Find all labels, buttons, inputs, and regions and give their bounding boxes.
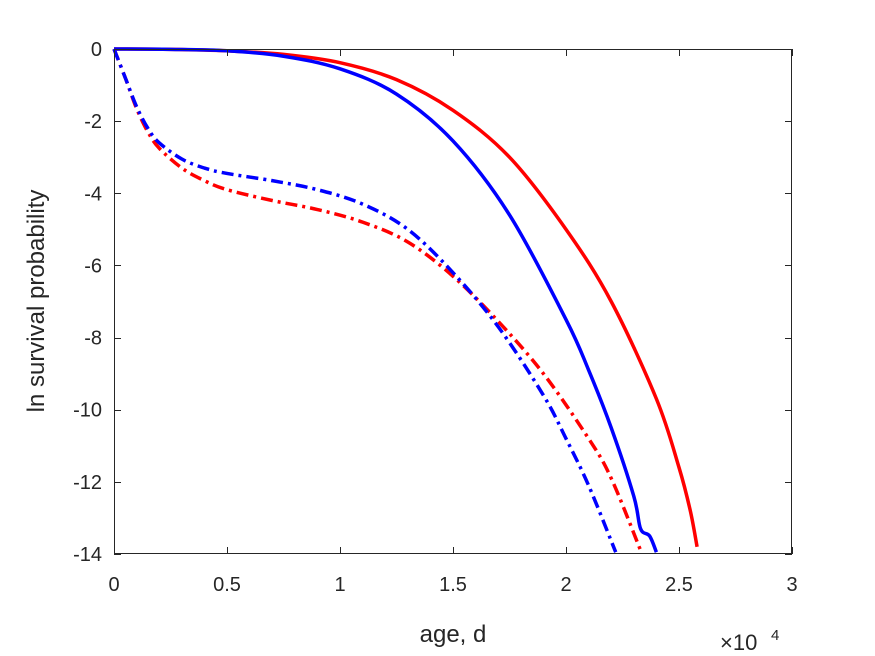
series-line-2	[113, 47, 659, 553]
x-tick-label: 2	[560, 574, 571, 596]
x-tick-label: 0.5	[213, 574, 241, 596]
ticks-layer: 0 0.5 1 1.5 2 2.5 3 0 -2 -4 -6 -8 -10 -12 -14	[73, 39, 797, 596]
y-tick-label: -10	[73, 400, 102, 422]
x-exponent-power: 4	[771, 627, 779, 644]
y-axis-label: ln survival probability	[23, 190, 50, 413]
x-tick-label: 2.5	[665, 574, 693, 596]
x-tick-label: 1	[334, 574, 345, 596]
x-tick-label: 0	[108, 574, 119, 596]
y-tick-label: 0	[91, 39, 102, 61]
series-layer	[112, 47, 699, 553]
x-tick-label: 1.5	[439, 574, 467, 596]
y-tick-label: -14	[73, 544, 102, 566]
x-axis-label: age, d	[420, 621, 487, 648]
series-line-4	[112, 48, 618, 553]
series-line-3	[112, 48, 643, 552]
x-exponent-label: ×10 4	[720, 627, 779, 655]
y-tick-label: -6	[84, 255, 102, 277]
y-tick-label: -8	[84, 328, 102, 350]
x-exponent-base: ×10	[720, 630, 757, 655]
y-tick-label: -12	[73, 472, 102, 494]
x-tick-label: 3	[786, 574, 797, 596]
y-tick-label: -4	[84, 183, 102, 205]
plot-area	[114, 49, 792, 554]
y-tick-label: -2	[84, 111, 102, 133]
